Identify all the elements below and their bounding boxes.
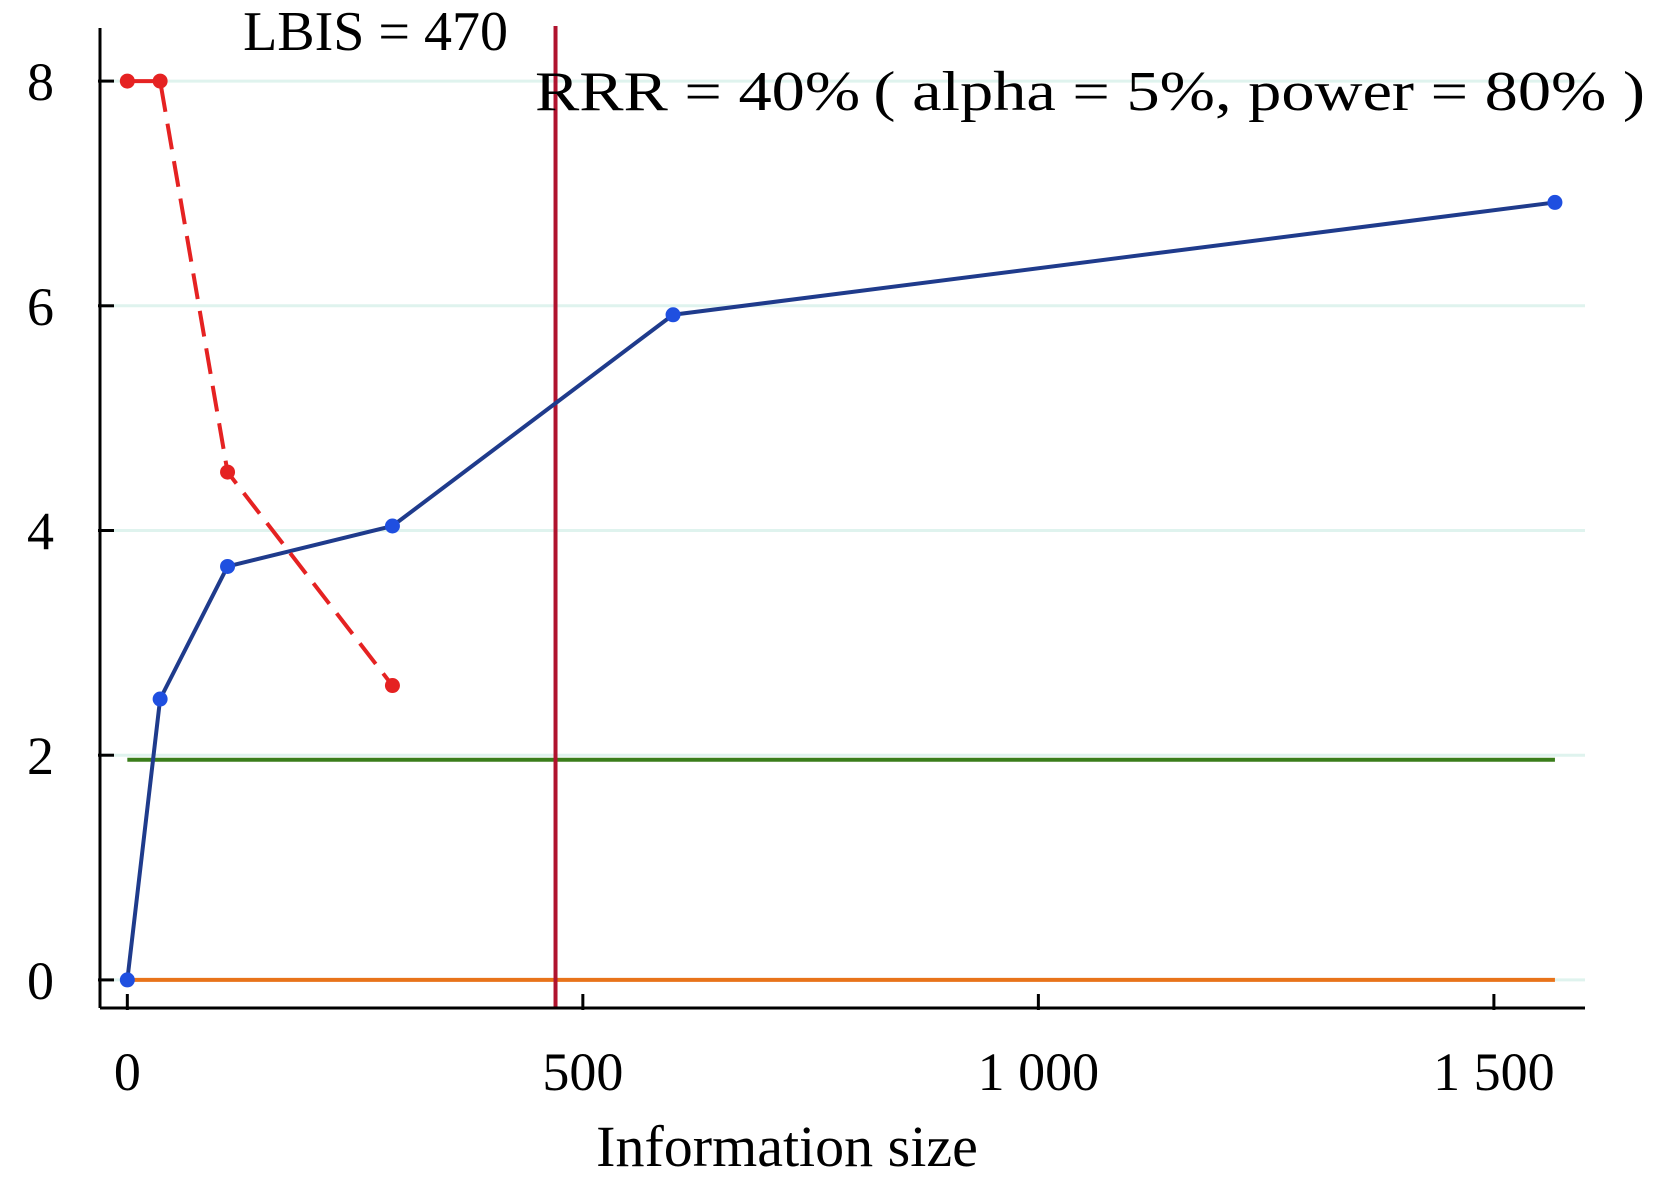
series-1-point-0	[119, 73, 135, 89]
lbis-annotation: LBIS = 470	[243, 1, 508, 63]
series-0-point-3	[384, 518, 400, 534]
axes	[98, 28, 1585, 1010]
x-axis-title: Information size	[596, 1114, 978, 1179]
series-0-point-0	[119, 972, 135, 988]
x-tick-label-1: 500	[542, 1042, 623, 1102]
x-tick-label-2: 1 000	[978, 1042, 1100, 1102]
series-0-line	[125, 200, 1556, 981]
y-tick-label-2: 4	[27, 502, 54, 562]
series-group	[119, 73, 1563, 988]
gridlines	[100, 79, 1585, 982]
y-tick-label-4: 8	[27, 52, 54, 112]
series-0-point-1	[152, 691, 168, 707]
x-tick-label-3: 1 500	[1433, 1042, 1555, 1102]
series-1-point-2	[220, 464, 236, 480]
series-1-line	[127, 79, 395, 687]
y-tick-label-0: 0	[27, 951, 54, 1011]
reference-lines	[127, 26, 1555, 1008]
rrr-annotation: RRR = 40% ( alpha = 5%, power = 80% )	[535, 61, 1645, 123]
series-0-point-2	[220, 558, 236, 574]
y-tick-label-3: 6	[27, 277, 54, 337]
series-1-point-3	[384, 678, 400, 694]
tick-labels: 0 2 4 6 8 0 500 1 000 1 500	[27, 52, 1555, 1102]
series-0-point-4	[665, 307, 681, 323]
y-tick-label-1: 2	[27, 726, 54, 786]
series-1-point-1	[152, 73, 168, 89]
x-tick-label-0: 0	[114, 1042, 141, 1102]
series-0-point-5	[1547, 194, 1563, 210]
